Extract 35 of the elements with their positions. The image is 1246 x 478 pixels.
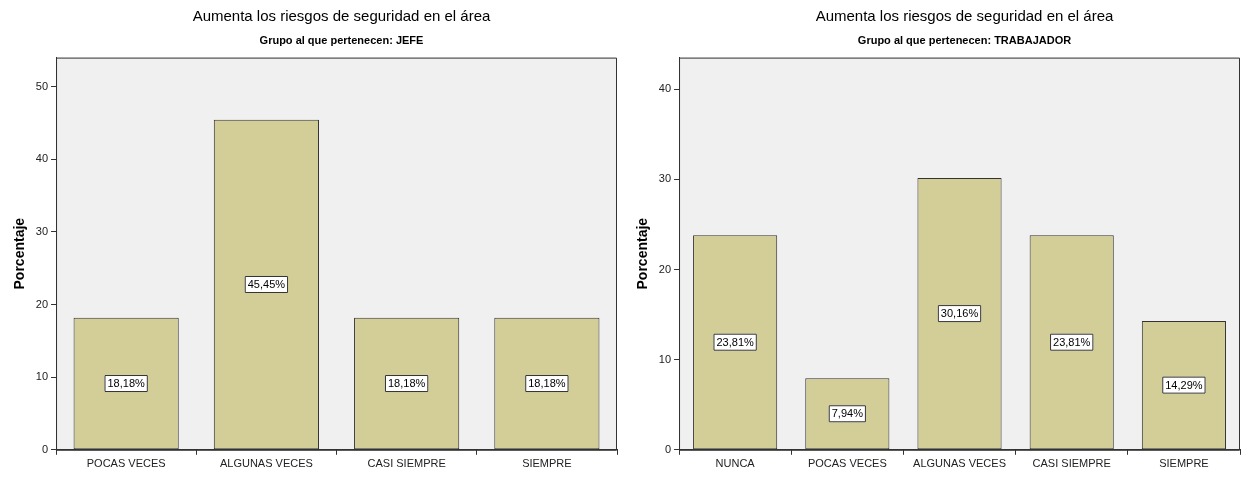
data-label: 18,18% — [107, 377, 146, 390]
x-tick-label: SIEMPRE — [1159, 457, 1209, 470]
data-label: 45,45% — [247, 278, 286, 291]
data-label: 23,81% — [1053, 335, 1091, 348]
y-axis-title: Porcentaje — [11, 217, 28, 290]
x-tick-label: ALGUNAS VECES — [913, 457, 1006, 470]
data-label: 7,94% — [831, 407, 864, 420]
y-tick-label: 20 — [658, 262, 672, 275]
x-tick-label: CASI SIEMPRE — [367, 457, 446, 470]
y-tick-label: 30 — [35, 224, 49, 237]
y-tick-label: 0 — [41, 442, 49, 455]
y-axis-title: Porcentaje — [634, 217, 651, 290]
x-tick-label: POCAS VECES — [807, 457, 887, 470]
chart-subtitle: Grupo al que pertenecen: TRABAJADOR — [856, 33, 1073, 48]
chart-title: Aumenta los riesgos de seguridad en el área — [814, 6, 1115, 26]
y-tick-label: 40 — [658, 82, 672, 95]
y-tick-label: 10 — [35, 370, 49, 383]
x-tick-label: ALGUNAS VECES — [219, 457, 313, 470]
y-tick-label: 20 — [35, 297, 49, 310]
data-label: 23,81% — [716, 335, 754, 348]
y-tick-label: 0 — [664, 442, 672, 455]
data-label: 30,16% — [940, 307, 979, 320]
y-tick-label: 10 — [658, 352, 672, 365]
x-tick-label: NUNCA — [715, 457, 756, 470]
y-tick-label: 40 — [35, 152, 49, 165]
x-tick-label: POCAS VECES — [86, 457, 166, 470]
y-tick-label: 50 — [35, 79, 49, 92]
x-tick-label: CASI SIEMPRE — [1032, 457, 1111, 470]
data-label: 14,29% — [1165, 378, 1203, 391]
data-label: 18,18% — [387, 377, 426, 390]
y-tick-label: 30 — [658, 172, 672, 185]
chart-subtitle: Grupo al que pertenecen: JEFE — [258, 33, 425, 48]
chart-title: Aumenta los riesgos de seguridad en el área — [191, 6, 492, 26]
x-tick-label: SIEMPRE — [522, 457, 572, 470]
data-label: 18,18% — [528, 377, 566, 390]
